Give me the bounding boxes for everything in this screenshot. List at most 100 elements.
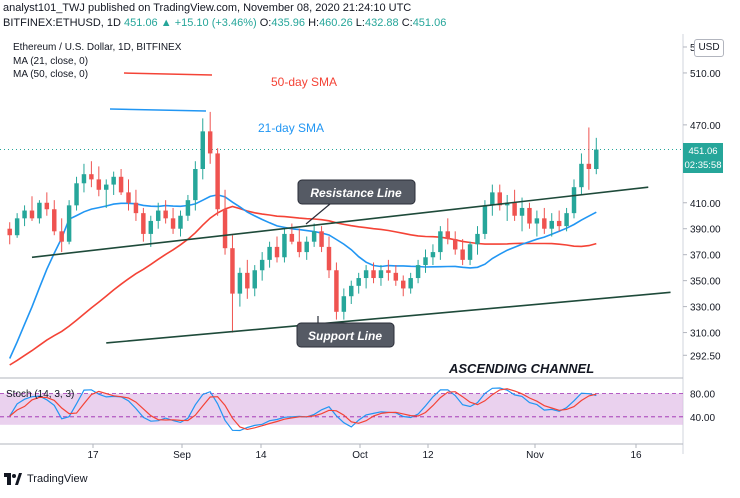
stoch-lines — [9, 387, 597, 432]
candle-body — [141, 213, 146, 234]
candle-body — [341, 296, 347, 312]
ma21-line — [8, 194, 597, 359]
candle-body — [37, 202, 42, 219]
resistance-label: Resistance Line — [310, 186, 402, 200]
price-tick-label: 350.00 — [690, 277, 721, 288]
resistance-callout: Resistance Line — [297, 179, 416, 225]
candle-body — [319, 231, 324, 247]
ma50-path — [9, 205, 597, 366]
candle-body — [349, 285, 354, 297]
candle-body — [542, 218, 547, 229]
price-chart[interactable]: 530.00510.00470.00450.00410.00390.00370.… — [0, 34, 740, 464]
chart-background — [0, 34, 740, 464]
candle-body — [22, 210, 27, 219]
candle-body — [571, 187, 577, 214]
candle-body — [104, 184, 109, 190]
support-callout: Support Line — [296, 316, 395, 348]
time-tick-label: 14 — [255, 450, 267, 461]
candle-body — [527, 207, 532, 224]
currency-button[interactable]: USD — [694, 39, 724, 57]
price-tick-label: 410.00 — [690, 199, 721, 210]
candle-body — [148, 220, 154, 234]
channel-label: ASCENDING CHANNEL — [448, 361, 594, 376]
sma50-annotation: 50-day SMA — [271, 75, 337, 89]
candle-body — [467, 244, 473, 260]
support-trendline — [106, 291, 671, 344]
candle-body — [245, 272, 250, 289]
candle-body — [274, 246, 280, 258]
price-tick-label: 310.00 — [690, 329, 721, 340]
stoch-40-label: 40.00 — [690, 413, 715, 424]
ma21-path — [8, 194, 597, 359]
candle-body — [445, 231, 451, 240]
candle-body — [193, 169, 198, 201]
stoch-band — [0, 393, 683, 425]
candle-body — [297, 241, 302, 253]
candle-body — [311, 231, 317, 242]
candle-body — [490, 192, 495, 206]
stoch-80-label: 80.00 — [690, 390, 715, 401]
candle-body — [579, 163, 584, 188]
candle-body — [304, 241, 309, 253]
candle-countdown: 02:35:58 — [685, 160, 722, 171]
candle-body — [81, 174, 87, 184]
sma50-annotation-line — [123, 72, 213, 76]
candle-body — [401, 280, 406, 289]
candle-body — [534, 218, 540, 224]
candle-body — [512, 202, 517, 216]
time-tick-label: Oct — [352, 450, 368, 461]
up-triangle-icon: ▲ — [160, 17, 172, 29]
candle-body — [289, 233, 295, 242]
candle-body — [378, 270, 384, 279]
trendlines — [31, 186, 671, 344]
candle-body — [52, 209, 57, 232]
time-tick-label: 16 — [630, 450, 642, 461]
candle-body — [200, 131, 205, 170]
candle-body — [482, 205, 488, 234]
price-change: +15.10 (+3.46%) — [174, 17, 257, 29]
candle-body — [7, 228, 12, 236]
candle-body — [89, 174, 94, 180]
tradingview-logo-icon — [4, 473, 22, 485]
candle-body — [423, 257, 428, 266]
candle-body — [586, 163, 592, 170]
resistance-trendline — [31, 186, 649, 259]
current-price-badge: 451.06 02:35:58 — [683, 143, 723, 173]
candle-body — [393, 272, 399, 281]
candle-body — [118, 176, 124, 193]
candle-body — [259, 259, 265, 271]
price-tick-label: 370.00 — [690, 251, 721, 262]
candle-body — [14, 218, 20, 236]
candle-body — [430, 252, 436, 258]
candle-body — [504, 202, 510, 206]
candle-body — [452, 239, 458, 250]
last-price: 451.06 — [124, 17, 158, 29]
candle-body — [74, 183, 79, 206]
price-tick-label: 510.00 — [690, 69, 721, 80]
candle-body — [252, 270, 257, 289]
candle-body — [185, 200, 191, 216]
candle-body — [59, 231, 64, 242]
candle-body — [326, 246, 332, 271]
candle-body — [438, 231, 443, 253]
candle-body — [222, 209, 228, 249]
candle-body — [111, 176, 116, 185]
chart-legend-title: Ethereum / U.S. Dollar, 1D, BITFINEX — [13, 42, 182, 53]
price-tick-label: 470.00 — [690, 121, 721, 132]
candle-body — [66, 205, 72, 242]
candle-body — [363, 270, 369, 279]
candle-body — [415, 265, 421, 279]
candle-body — [230, 248, 235, 294]
candle-body — [549, 220, 554, 229]
time-axis: 17 Sep 14 Oct 12 Nov 16 — [87, 444, 642, 461]
candle-body — [215, 153, 220, 210]
price-tick-label: 390.00 — [690, 225, 721, 236]
candle-body — [126, 192, 131, 203]
publish-info: analyst101_TWJ published on TradingView.… — [3, 2, 412, 14]
stoch-label: Stoch (14, 3, 3) — [6, 389, 74, 400]
candle-body — [519, 207, 525, 216]
footer: TradingView — [4, 473, 88, 485]
support-label: Support Line — [308, 329, 382, 343]
symbol-label: BITFINEX:ETHUSD, 1D — [3, 17, 121, 29]
